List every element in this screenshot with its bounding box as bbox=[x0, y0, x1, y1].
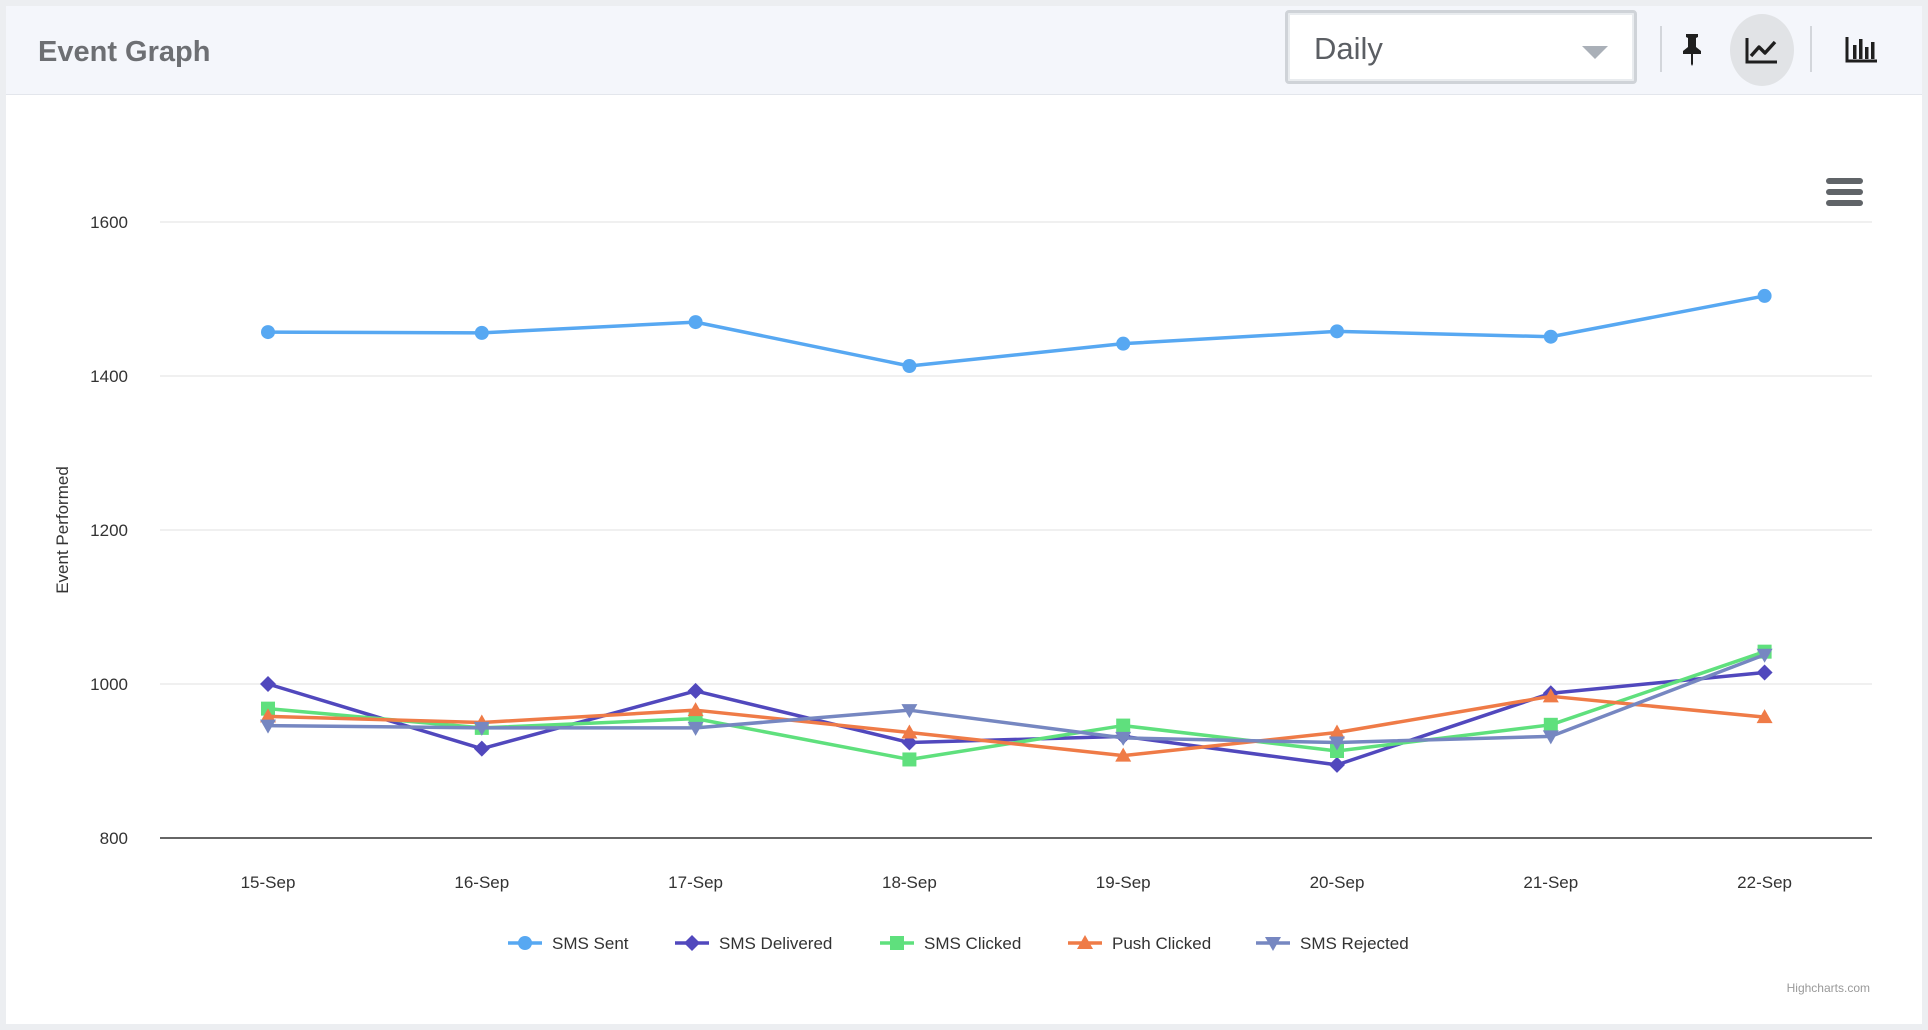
data-point-sms-rejected[interactable] bbox=[260, 719, 276, 734]
toolbar-divider bbox=[1810, 26, 1812, 72]
period-select-value: Daily bbox=[1314, 31, 1383, 66]
legend-marker-sms-delivered[interactable] bbox=[684, 935, 700, 951]
series-sms-delivered bbox=[260, 664, 1773, 773]
data-point-sms-sent[interactable] bbox=[261, 325, 275, 340]
data-point-push-clicked[interactable] bbox=[901, 724, 918, 739]
x-tick-label: 22-Sep bbox=[1737, 873, 1792, 892]
data-point-sms-delivered[interactable] bbox=[687, 682, 704, 699]
legend-label: SMS Sent bbox=[552, 934, 629, 953]
line-chart-icon bbox=[1745, 38, 1777, 64]
data-point-sms-clicked[interactable] bbox=[902, 752, 917, 767]
legend-label: SMS Rejected bbox=[1300, 934, 1409, 953]
data-point-push-clicked[interactable] bbox=[1756, 709, 1773, 724]
data-point-sms-clicked[interactable] bbox=[1330, 743, 1344, 758]
data-point-sms-rejected[interactable] bbox=[1329, 736, 1345, 751]
data-point-sms-sent[interactable] bbox=[902, 358, 917, 373]
data-point-sms-rejected[interactable] bbox=[1542, 730, 1559, 745]
y-tick-label: 800 bbox=[100, 829, 128, 848]
data-point-sms-clicked[interactable] bbox=[1116, 718, 1131, 733]
data-point-sms-delivered[interactable] bbox=[1756, 664, 1773, 681]
data-point-sms-sent[interactable] bbox=[1543, 329, 1558, 344]
legend-marker-sms-clicked[interactable] bbox=[890, 936, 904, 950]
data-point-push-clicked[interactable] bbox=[260, 708, 276, 723]
data-point-sms-sent[interactable] bbox=[1757, 288, 1772, 303]
toolbar-divider bbox=[1660, 26, 1662, 72]
bar-chart-button[interactable] bbox=[1830, 14, 1894, 84]
pin-icon bbox=[1683, 34, 1701, 66]
legend-marker-sms-sent[interactable] bbox=[518, 936, 532, 950]
data-point-sms-sent[interactable] bbox=[1330, 324, 1344, 339]
data-point-sms-delivered[interactable] bbox=[901, 734, 918, 751]
legend-marker-sms-rejected[interactable] bbox=[1265, 937, 1281, 951]
chart-menu-icon[interactable] bbox=[1826, 178, 1866, 214]
y-tick-label: 1400 bbox=[90, 367, 128, 386]
x-tick-label: 15-Sep bbox=[241, 873, 296, 892]
series-push-clicked bbox=[260, 688, 1773, 762]
legend-item-sms-clicked[interactable]: SMS Clicked bbox=[880, 934, 1021, 953]
data-point-sms-rejected[interactable] bbox=[901, 704, 918, 719]
legend-item-sms-sent[interactable]: SMS Sent bbox=[508, 934, 629, 953]
legend-marker-push-clicked[interactable] bbox=[1077, 935, 1093, 949]
series-line-sms-delivered bbox=[267, 670, 1765, 767]
x-tick-label: 21-Sep bbox=[1523, 873, 1578, 892]
data-point-sms-rejected[interactable] bbox=[1115, 731, 1132, 746]
legend-label: SMS Delivered bbox=[719, 934, 832, 953]
y-tick-label: 1000 bbox=[90, 675, 128, 694]
data-point-sms-rejected[interactable] bbox=[1756, 648, 1773, 663]
data-point-sms-sent[interactable] bbox=[688, 315, 703, 330]
y-tick-label: 1600 bbox=[90, 213, 128, 232]
data-point-push-clicked[interactable] bbox=[1542, 688, 1559, 703]
chart-credit[interactable]: Highcharts.com bbox=[1787, 981, 1870, 995]
data-point-sms-delivered[interactable] bbox=[1329, 756, 1345, 773]
x-tick-label: 19-Sep bbox=[1096, 873, 1151, 892]
pin-button[interactable] bbox=[1660, 14, 1724, 84]
line-chart-button[interactable] bbox=[1730, 14, 1794, 86]
data-point-sms-rejected[interactable] bbox=[473, 721, 490, 736]
x-tick-label: 20-Sep bbox=[1310, 873, 1365, 892]
legend-item-sms-delivered[interactable]: SMS Delivered bbox=[675, 934, 832, 953]
data-point-push-clicked[interactable] bbox=[1115, 747, 1132, 762]
data-point-push-clicked[interactable] bbox=[1329, 724, 1345, 739]
data-point-sms-delivered[interactable] bbox=[260, 676, 276, 692]
legend-item-push-clicked[interactable]: Push Clicked bbox=[1068, 934, 1211, 953]
legend-label: Push Clicked bbox=[1112, 934, 1211, 953]
series-line-sms-rejected bbox=[267, 653, 1766, 745]
legend-item-sms-rejected[interactable]: SMS Rejected bbox=[1256, 934, 1409, 953]
series-sms-rejected bbox=[260, 648, 1773, 751]
y-tick-label: 1200 bbox=[90, 521, 128, 540]
x-tick-label: 17-Sep bbox=[668, 873, 723, 892]
series-line-push-clicked bbox=[267, 694, 1765, 758]
page-title: Event Graph bbox=[38, 36, 211, 68]
data-point-sms-sent[interactable] bbox=[1116, 336, 1131, 351]
data-point-sms-clicked[interactable] bbox=[1543, 717, 1558, 732]
card-header: Event Graph Daily bbox=[6, 6, 1922, 95]
data-point-sms-rejected[interactable] bbox=[687, 721, 704, 736]
series-sms-sent bbox=[261, 288, 1772, 373]
series-line-sms-sent bbox=[267, 294, 1765, 368]
data-point-push-clicked[interactable] bbox=[687, 702, 704, 717]
x-tick-label: 18-Sep bbox=[882, 873, 937, 892]
data-point-sms-delivered[interactable] bbox=[473, 740, 490, 757]
data-point-sms-sent[interactable] bbox=[474, 325, 489, 340]
x-tick-label: 16-Sep bbox=[454, 873, 509, 892]
bar-chart-icon bbox=[1845, 37, 1877, 63]
period-select[interactable]: Daily bbox=[1285, 10, 1637, 84]
chevron-down-icon bbox=[1582, 46, 1608, 59]
legend-label: SMS Clicked bbox=[924, 934, 1021, 953]
y-axis-label: Event Performed bbox=[53, 466, 72, 594]
